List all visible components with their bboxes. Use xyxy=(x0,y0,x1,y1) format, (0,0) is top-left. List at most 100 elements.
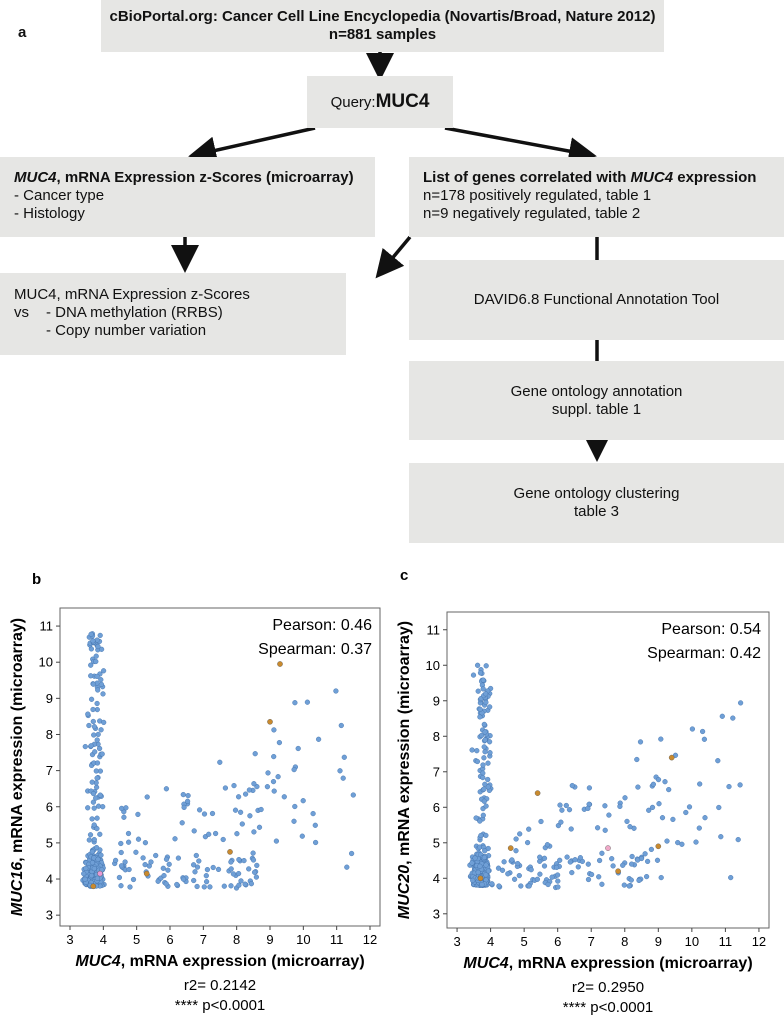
data-point xyxy=(485,784,491,790)
data-point xyxy=(98,727,104,733)
pvalue-label: **** p<0.0001 xyxy=(563,999,654,1016)
data-point xyxy=(481,744,487,750)
data-point xyxy=(594,825,601,831)
data-point xyxy=(735,836,741,843)
data-point xyxy=(254,862,260,869)
highlight-point xyxy=(507,845,514,851)
arrow-corr-to-compare xyxy=(375,235,412,279)
data-point xyxy=(126,866,132,873)
x-tick-label: 9 xyxy=(655,934,662,949)
data-point xyxy=(273,838,280,844)
data-point xyxy=(180,876,187,882)
pearson-label: Pearson: 0.54 xyxy=(661,621,761,638)
data-point xyxy=(88,662,94,668)
expr-gene: MUC4 xyxy=(14,169,57,186)
corr-negative: n=9 negatively regulated, table 2 xyxy=(423,205,641,222)
data-point xyxy=(98,677,104,683)
data-point xyxy=(172,836,178,842)
x-axis-rest: , mRNA expression (microarray) xyxy=(509,955,753,972)
data-point xyxy=(94,875,101,881)
data-point xyxy=(554,872,561,878)
data-point xyxy=(230,871,237,877)
data-point xyxy=(271,727,277,733)
y-tick-label: 5 xyxy=(433,835,440,850)
compare-row-2: - Copy number variation xyxy=(14,322,346,340)
data-point xyxy=(737,782,743,788)
highlight-point xyxy=(605,845,611,851)
y-tick-label: 8 xyxy=(433,729,440,744)
data-point xyxy=(544,842,551,848)
data-point xyxy=(557,802,563,808)
y-tick-label: 11 xyxy=(427,622,441,637)
data-point xyxy=(658,736,664,742)
data-point xyxy=(82,876,88,882)
data-point xyxy=(292,803,298,810)
x-tick-label: 7 xyxy=(588,934,595,949)
data-point xyxy=(526,826,532,832)
y-tick-label: 4 xyxy=(433,871,440,886)
data-point xyxy=(95,643,101,650)
data-point xyxy=(586,785,593,791)
y-tick-label: 9 xyxy=(433,693,440,708)
data-point xyxy=(683,809,689,816)
data-point xyxy=(524,839,531,846)
data-point xyxy=(87,832,94,838)
data-point xyxy=(96,745,103,752)
data-point xyxy=(174,881,180,888)
data-point xyxy=(210,864,216,871)
data-point xyxy=(204,879,210,885)
data-point xyxy=(90,790,97,797)
pvalue-label: **** p<0.0001 xyxy=(175,997,266,1014)
data-point xyxy=(194,883,200,890)
data-point xyxy=(480,762,486,768)
data-point xyxy=(206,831,212,837)
highlight-point xyxy=(668,754,675,761)
data-point xyxy=(238,878,244,884)
data-point xyxy=(585,861,591,867)
data-point xyxy=(481,854,488,861)
data-point xyxy=(300,798,306,804)
data-point xyxy=(472,855,478,861)
y-axis-gene: MUC16 xyxy=(9,862,26,916)
data-point xyxy=(94,825,100,832)
data-point xyxy=(201,884,207,890)
data-point xyxy=(252,869,258,875)
data-point xyxy=(610,863,616,869)
source-title: cBioPortal.org: Cancer Cell Line Encyclo… xyxy=(109,8,656,25)
data-point xyxy=(575,864,581,870)
data-point xyxy=(98,681,105,688)
data-point xyxy=(203,873,209,879)
data-point xyxy=(477,818,483,824)
data-point xyxy=(90,718,96,725)
expr-title: MUC4, mRNA Expression z-Scores (microarr… xyxy=(14,169,375,187)
data-point xyxy=(569,869,575,876)
data-point xyxy=(89,860,96,866)
data-point xyxy=(256,824,263,830)
x-axis-gene: MUC4 xyxy=(463,955,508,972)
data-point xyxy=(545,881,551,888)
data-point xyxy=(481,798,487,804)
data-point xyxy=(232,807,239,813)
data-point xyxy=(185,798,191,804)
data-point xyxy=(142,840,149,846)
expr-title-rest: , mRNA Expression z-Scores (microarray) xyxy=(56,169,354,186)
data-point xyxy=(291,818,297,824)
data-point xyxy=(516,872,522,879)
y-tick-label: 7 xyxy=(433,764,440,779)
data-point xyxy=(148,859,154,865)
data-point xyxy=(89,816,95,822)
data-point xyxy=(94,760,101,766)
data-point xyxy=(566,807,573,813)
data-point xyxy=(264,784,271,790)
data-point xyxy=(258,806,264,813)
x-tick-label: 12 xyxy=(752,934,766,949)
x-tick-label: 8 xyxy=(233,932,240,947)
corr-title-pre: List of genes correlated with xyxy=(423,169,631,186)
x-tick-label: 8 xyxy=(621,934,628,949)
highlight-point xyxy=(615,868,621,875)
data-point xyxy=(648,846,655,853)
data-point xyxy=(94,775,100,781)
highlight-point xyxy=(267,719,273,725)
x-tick-label: 3 xyxy=(453,934,460,949)
data-point xyxy=(246,866,252,872)
